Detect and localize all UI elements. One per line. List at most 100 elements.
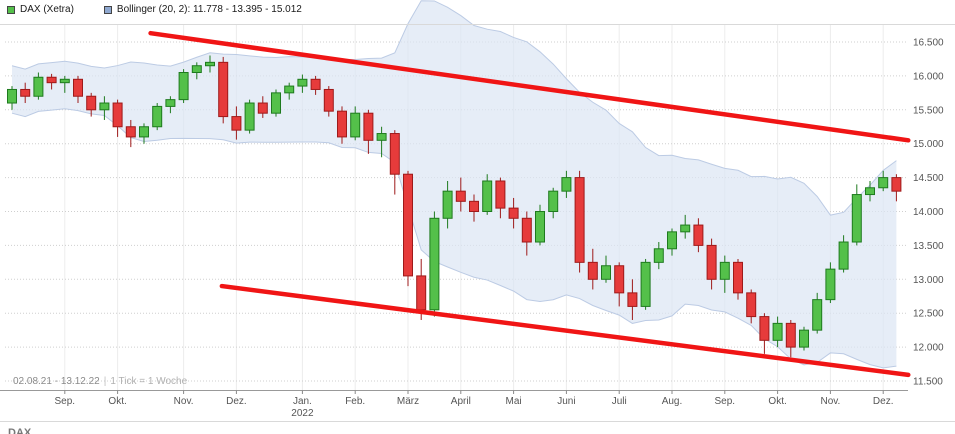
candle bbox=[178, 72, 189, 101]
x-axis-label: März bbox=[397, 396, 419, 407]
bollinger-band bbox=[12, 0, 897, 368]
candle bbox=[574, 177, 585, 263]
candle bbox=[20, 88, 31, 97]
candle bbox=[416, 275, 427, 311]
candle bbox=[73, 78, 83, 97]
candle bbox=[257, 102, 268, 114]
candle bbox=[152, 105, 163, 128]
candle bbox=[363, 112, 374, 141]
candle bbox=[389, 133, 400, 175]
legend-item-dax: DAX (Xetra) bbox=[7, 4, 74, 15]
candle bbox=[337, 110, 347, 138]
y-axis-label: 15.500 bbox=[913, 105, 944, 116]
candle bbox=[271, 92, 281, 114]
candle bbox=[112, 102, 123, 128]
dax-series-label: DAX (Xetra) bbox=[20, 4, 74, 15]
candle bbox=[587, 261, 598, 280]
clipped-footer-text: DAX bbox=[8, 427, 32, 434]
candle bbox=[323, 88, 334, 112]
y-axis-label: 16.500 bbox=[913, 38, 944, 49]
x-axis-label: Nov. bbox=[174, 396, 194, 407]
candle bbox=[561, 177, 572, 192]
candle bbox=[310, 78, 321, 90]
x-axis-label: Juli bbox=[612, 396, 627, 407]
y-axis-label: 16.000 bbox=[913, 71, 944, 82]
candle bbox=[759, 316, 770, 341]
candle bbox=[601, 265, 611, 280]
candle bbox=[218, 61, 229, 118]
candle bbox=[706, 244, 717, 280]
candle bbox=[878, 177, 889, 189]
candle bbox=[482, 180, 493, 213]
y-axis-label: 14.000 bbox=[913, 207, 944, 218]
candle bbox=[548, 190, 559, 213]
candle bbox=[693, 224, 704, 246]
candle bbox=[521, 217, 532, 243]
x-axis-label: Juni bbox=[557, 396, 575, 407]
candle bbox=[667, 231, 677, 250]
date-range-label: 02.08.21 - 13.12.22 | 1 Tick = 1 Woche bbox=[13, 376, 187, 387]
y-axis-label: 15.000 bbox=[913, 139, 944, 150]
legend-item-bollinger: Bollinger (20, 2): 11.778 - 13.395 - 15.… bbox=[103, 4, 302, 15]
x-axis-label: Dez. bbox=[873, 396, 894, 407]
candle bbox=[614, 265, 625, 294]
candle bbox=[59, 78, 70, 84]
x-axis-label: Okt. bbox=[768, 396, 786, 407]
candle bbox=[799, 329, 809, 348]
x-axis-label: Dez. bbox=[226, 396, 247, 407]
candle bbox=[86, 95, 97, 111]
x-axis-label: Sep. bbox=[715, 396, 736, 407]
candle bbox=[785, 322, 796, 348]
candle bbox=[838, 241, 849, 270]
candle bbox=[812, 299, 823, 331]
y-axis-label: 12.500 bbox=[913, 309, 944, 320]
candle bbox=[231, 116, 242, 131]
candle bbox=[535, 211, 545, 243]
candle bbox=[297, 78, 308, 87]
legend: DAX (Xetra) Bollinger (20, 2): 11.778 - … bbox=[7, 4, 302, 15]
x-axis-year-label: 2022 bbox=[291, 408, 314, 419]
x-axis-label: Nov. bbox=[820, 396, 840, 407]
bollinger-upper-line bbox=[11, 0, 897, 216]
y-axis-label: 12.000 bbox=[913, 343, 944, 354]
x-axis-label: Okt. bbox=[108, 396, 126, 407]
x-axis-label: April bbox=[451, 396, 471, 407]
x-axis-label: Sep. bbox=[55, 396, 76, 407]
y-axis-label: 14.500 bbox=[913, 173, 944, 184]
candle bbox=[455, 190, 466, 202]
candle bbox=[653, 248, 664, 263]
candle bbox=[825, 268, 836, 301]
candle bbox=[125, 126, 136, 138]
candle bbox=[640, 261, 651, 307]
candle bbox=[680, 224, 691, 233]
bollinger-series-label: Bollinger (20, 2): 11.778 - 13.395 - 15.… bbox=[116, 4, 302, 15]
candle bbox=[851, 194, 862, 243]
candle bbox=[772, 322, 783, 341]
candle bbox=[244, 102, 255, 131]
candle bbox=[376, 133, 387, 141]
bollinger-series-swatch-icon bbox=[103, 5, 112, 14]
candle bbox=[205, 61, 215, 67]
tick-interval-label: 1 Tick = 1 Woche bbox=[110, 376, 188, 387]
candle bbox=[139, 126, 149, 138]
candle bbox=[891, 177, 902, 192]
bollinger-lower-line bbox=[11, 108, 897, 369]
x-axis-label: Jan. bbox=[293, 396, 312, 407]
candle bbox=[429, 217, 440, 311]
date-range-text: 02.08.21 - 13.12.22 bbox=[13, 376, 100, 387]
candle bbox=[733, 261, 743, 294]
footer-separator: | bbox=[103, 376, 107, 387]
trend-line bbox=[219, 283, 911, 378]
candle bbox=[508, 207, 519, 219]
x-axis-label: Mai bbox=[506, 396, 522, 407]
y-axis-label: 13.500 bbox=[913, 241, 944, 252]
candle bbox=[46, 76, 57, 84]
candle bbox=[403, 173, 413, 277]
trend-line bbox=[148, 30, 911, 143]
candle bbox=[746, 292, 757, 318]
candle bbox=[469, 200, 479, 213]
candle bbox=[165, 99, 176, 107]
candle bbox=[7, 88, 17, 104]
